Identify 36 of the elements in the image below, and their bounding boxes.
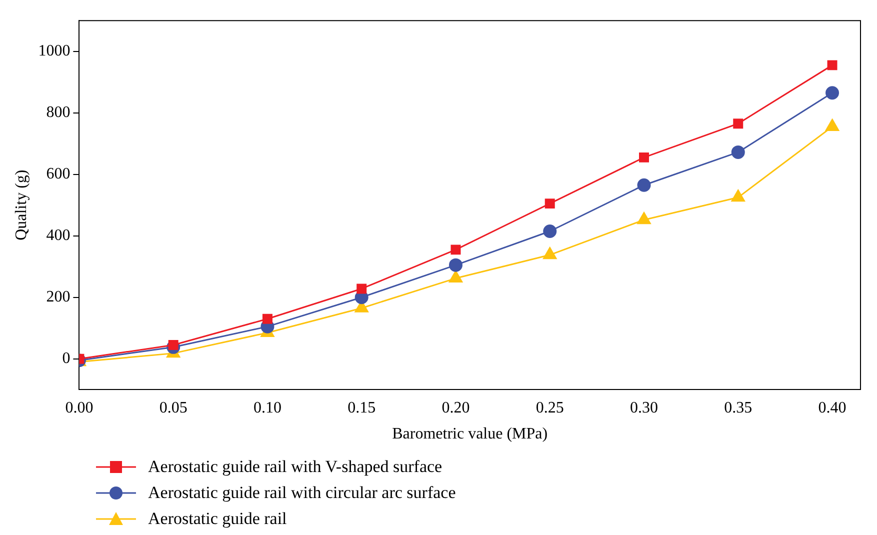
text: 0.20 [442, 399, 470, 416]
point [450, 244, 461, 255]
point [448, 270, 463, 283]
x-tick-label: 0.15 [348, 399, 376, 416]
point [262, 314, 272, 324]
y-axis-title: Quality (g) [12, 170, 30, 240]
legend-label: Aerostatic guide rail with V-shaped surface [148, 457, 442, 477]
point [637, 178, 651, 192]
text: 0.10 [253, 399, 282, 416]
y-tick-label: 0 [62, 350, 70, 368]
point [731, 145, 745, 159]
x-tick-label: 0.35 [724, 399, 752, 416]
point [448, 258, 462, 272]
text: 0.30 [630, 399, 658, 416]
point [639, 152, 649, 162]
legend-label: Aerostatic guide rail with circular arc surface [148, 483, 456, 503]
point [826, 86, 840, 100]
x-tick-label: 0.05 [159, 399, 188, 416]
y-tick-label: 200 [46, 288, 70, 306]
x-axis-title: Barometric value (MPa) [392, 426, 548, 443]
point [827, 60, 838, 70]
text: 0.00 [65, 399, 94, 416]
y-tick-label: 1000 [38, 42, 70, 60]
text: 0.40 [818, 399, 846, 416]
y-tick-label: 400 [46, 227, 70, 244]
y-tick-label: 600 [46, 166, 70, 183]
y-tick-label: 800 [46, 104, 70, 122]
point [544, 198, 555, 209]
point [356, 284, 367, 294]
point [733, 118, 744, 129]
point [543, 247, 557, 260]
point [637, 212, 651, 224]
point [731, 190, 745, 202]
x-tick-label: 0.25 [536, 399, 564, 416]
point [543, 224, 557, 238]
legend-label: Aerostatic guide rail [148, 509, 287, 529]
